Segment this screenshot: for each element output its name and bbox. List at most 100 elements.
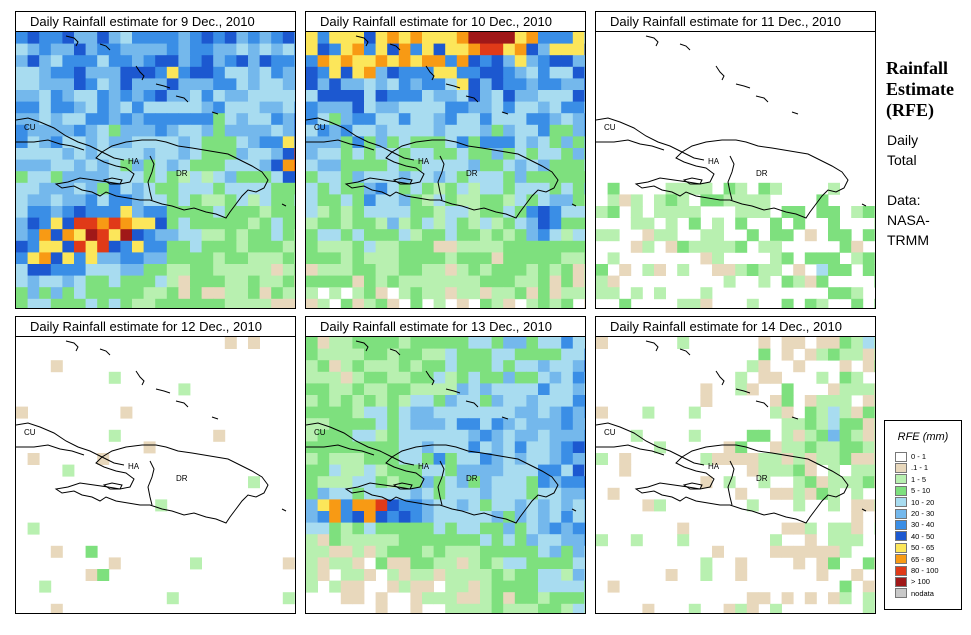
- coastline: [755, 400, 769, 408]
- rainfall-cell: [480, 78, 492, 91]
- rainfall-cell: [770, 603, 782, 613]
- rainfall-cell: [259, 240, 272, 253]
- rainfall-cell: [491, 171, 504, 184]
- rainfall-cell: [781, 337, 794, 349]
- rainfall-cell: [340, 453, 353, 465]
- rainfall-cell: [538, 522, 550, 535]
- rainfall-cell: [561, 406, 574, 419]
- rainfall-cell: [549, 136, 562, 149]
- rainfall-cell: [97, 66, 110, 79]
- rainfall-cell: [85, 217, 98, 230]
- rainfall-cell: [108, 78, 121, 91]
- rainfall-cell: [85, 194, 98, 207]
- rainfall-cell: [62, 124, 75, 137]
- rainfall-cell: [468, 275, 481, 288]
- rainfall-cell: [294, 298, 295, 308]
- rainfall-cell: [155, 229, 168, 242]
- rainfall-cell: [770, 217, 782, 230]
- rainfall-cell: [839, 395, 852, 407]
- panel-title: Daily Rainfall estimate for 13 Dec., 201…: [305, 316, 586, 338]
- rainfall-cell: [352, 418, 365, 431]
- rainfall-cell: [572, 113, 585, 126]
- rainfall-cell: [538, 441, 550, 454]
- rainfall-cell: [526, 383, 539, 396]
- legend-item: 40 - 50: [895, 531, 934, 542]
- rainfall-cell: [468, 101, 481, 114]
- rainfall-cell: [282, 206, 295, 218]
- rainfall-cell: [329, 499, 342, 512]
- rainfall-cell: [862, 337, 875, 349]
- rainfall-cell: [422, 32, 434, 44]
- rainfall-cell: [816, 275, 829, 288]
- rainfall-cell: [480, 487, 492, 500]
- rainfall-cell: [549, 229, 562, 242]
- rainfall-cell: [828, 453, 840, 465]
- rainfall-cell: [816, 429, 829, 442]
- rainfall-cell: [329, 522, 342, 535]
- rainfall-cell: [456, 511, 469, 523]
- side-title-line: Estimate: [886, 79, 954, 99]
- rainfall-cell: [503, 360, 516, 373]
- rainfall-cell: [27, 66, 40, 79]
- rainfall-cell: [700, 240, 713, 253]
- rainfall-cell: [456, 418, 469, 431]
- rainfall-cell: [561, 429, 574, 442]
- rainfall-cell: [375, 406, 388, 419]
- rainfall-cell: [201, 55, 214, 68]
- rainfall-cell: [62, 194, 75, 207]
- rainfall-cell: [375, 592, 388, 605]
- rainfall-cell: [398, 43, 411, 56]
- rainfall-cell: [514, 136, 527, 149]
- rainfall-cell: [387, 32, 400, 44]
- rainfall-cell: [816, 348, 829, 361]
- rainfall-cell: [584, 569, 585, 581]
- rainfall-cell: [851, 429, 864, 442]
- rainfall-cell: [143, 148, 156, 160]
- legend-item: 50 - 65: [895, 542, 934, 553]
- rainfall-cell: [317, 55, 330, 68]
- rainfall-cell: [514, 429, 527, 442]
- rainfall-cell: [433, 32, 446, 44]
- rainfall-cell: [735, 240, 748, 253]
- rainfall-cell: [584, 217, 585, 230]
- rainfall-cell: [456, 194, 469, 207]
- rainfall-cell: [410, 101, 423, 114]
- rainfall-cell: [596, 275, 608, 288]
- rainfall-cell: [352, 569, 365, 581]
- rainfall-cell: [213, 240, 226, 253]
- rainfall-cell: [387, 360, 400, 373]
- rainfall-cell: [352, 194, 365, 207]
- rainfall-cell: [630, 217, 643, 230]
- rainfall-cell: [572, 252, 585, 265]
- rainfall-cell: [108, 113, 121, 126]
- rainfall-cell: [50, 78, 63, 91]
- rainfall-cell: [120, 240, 133, 253]
- rainfall-cell: [851, 406, 864, 419]
- rainfall-cell: [39, 124, 52, 137]
- rainfall-cell: [480, 395, 492, 407]
- rainfall-cell: [85, 569, 98, 581]
- rainfall-cell: [375, 101, 388, 114]
- rainfall-cell: [526, 101, 539, 114]
- rainfall-cell: [317, 78, 330, 91]
- rainfall-cell: [236, 43, 249, 56]
- rainfall-cell: [746, 499, 759, 512]
- rainfall-cell: [132, 90, 144, 102]
- rainfall-cell: [561, 534, 574, 547]
- rainfall-cell: [271, 90, 284, 102]
- rainfall-cell: [27, 55, 40, 68]
- rainfall-cell: [375, 194, 388, 207]
- rainfall-cell: [572, 429, 585, 442]
- rainfall-cell: [132, 264, 144, 276]
- rainfall-cell: [445, 206, 458, 218]
- rainfall-cell: [804, 545, 817, 558]
- rainfall-cell: [27, 194, 40, 207]
- rainfall-cell: [410, 124, 423, 137]
- rainfall-cell: [538, 206, 550, 218]
- rainfall-cell: [294, 124, 295, 137]
- rainfall-cell: [166, 298, 179, 308]
- rainfall-cell: [271, 78, 284, 91]
- rainfall-cell: [700, 569, 713, 581]
- rainfall-cell: [793, 206, 806, 218]
- rainfall-cell: [584, 406, 585, 419]
